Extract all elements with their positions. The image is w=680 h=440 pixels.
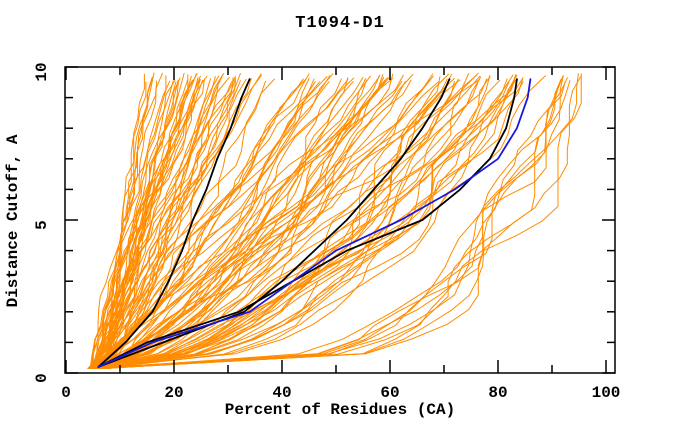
server-model-curves: [94, 81, 232, 369]
server-model-curves: [96, 81, 524, 369]
server-model-curves: [105, 75, 434, 369]
server-model-curves: [100, 75, 546, 369]
server-model-curves: [89, 80, 171, 369]
axes-layer: [64, 66, 616, 374]
server-model-curves: [94, 78, 304, 369]
highlighted-model-curve: [97, 78, 532, 368]
server-model-curves: [88, 76, 328, 369]
tick-labels-layer: 0 20 40 60 80 100 0 5 10: [33, 62, 620, 402]
x-tick-label: 20: [164, 384, 183, 402]
server-model-curves: [87, 78, 393, 369]
x-tick-label: 60: [380, 384, 399, 402]
server-model-curves: [109, 73, 414, 369]
server-model-curves: [101, 74, 518, 369]
y-axis-label: Distance Cutoff, A: [4, 134, 22, 307]
server-model-curves: [94, 79, 367, 369]
server-model-curves: [97, 74, 478, 369]
server-model-curves: [106, 75, 481, 369]
chart-title: T1094-D1: [295, 14, 385, 33]
server-model-curves: [92, 77, 181, 369]
server-model-curves: [104, 79, 461, 369]
clipped-curves: [87, 72, 582, 369]
x-tick-label: 100: [592, 384, 621, 402]
server-model-curves: [91, 79, 204, 369]
server-model-curves: [100, 78, 247, 369]
server-model-curves: [108, 79, 386, 369]
x-tick-label: 40: [272, 384, 291, 402]
server-model-curves: [96, 79, 501, 369]
server-model-curves: [102, 77, 568, 369]
server-model-curves: [100, 76, 582, 369]
server-model-curves: [88, 74, 517, 369]
server-model-curves: [104, 73, 224, 369]
reference-model-1-curve: [97, 78, 251, 368]
server-model-curves: [108, 73, 334, 369]
server-model-curves: [92, 79, 176, 369]
server-model-curves: [103, 81, 455, 369]
server-model-curves: [97, 76, 482, 369]
server-model-curves: [100, 73, 582, 369]
x-tick-label: 0: [61, 384, 71, 402]
server-model-curves: [102, 81, 330, 369]
y-tick-label: 5: [33, 220, 51, 230]
server-model-curves: [89, 78, 508, 369]
curves-layer: [87, 72, 582, 369]
server-model-curves: [107, 76, 236, 369]
server-model-curves: [89, 73, 450, 369]
server-model-curves: [106, 80, 219, 369]
server-model-curves: [99, 75, 564, 369]
y-tick-label: 10: [33, 62, 51, 81]
server-model-curves: [89, 73, 434, 369]
x-axis-label: Percent of Residues (CA): [225, 401, 455, 419]
server-model-curves: [96, 75, 517, 369]
server-model-curves: [95, 75, 371, 369]
server-model-curves: [88, 81, 304, 369]
server-model-curves: [90, 73, 579, 369]
x-tick-label: 80: [488, 384, 507, 402]
server-model-curves: [108, 73, 452, 369]
server-model-curves: [107, 76, 385, 369]
server-model-curves: [92, 77, 367, 369]
server-model-curves: [109, 81, 440, 369]
server-model-curves: [106, 75, 564, 369]
server-model-curves: [106, 75, 220, 369]
y-tick-label: 0: [33, 373, 51, 383]
server-model-curves: [89, 77, 390, 369]
server-model-curves: [88, 79, 412, 369]
server-model-curves: [96, 77, 524, 369]
server-model-curves: [92, 73, 198, 369]
reference-model-3-curve: [97, 78, 518, 368]
server-model-curves: [89, 81, 316, 369]
server-model-curves: [93, 72, 470, 369]
